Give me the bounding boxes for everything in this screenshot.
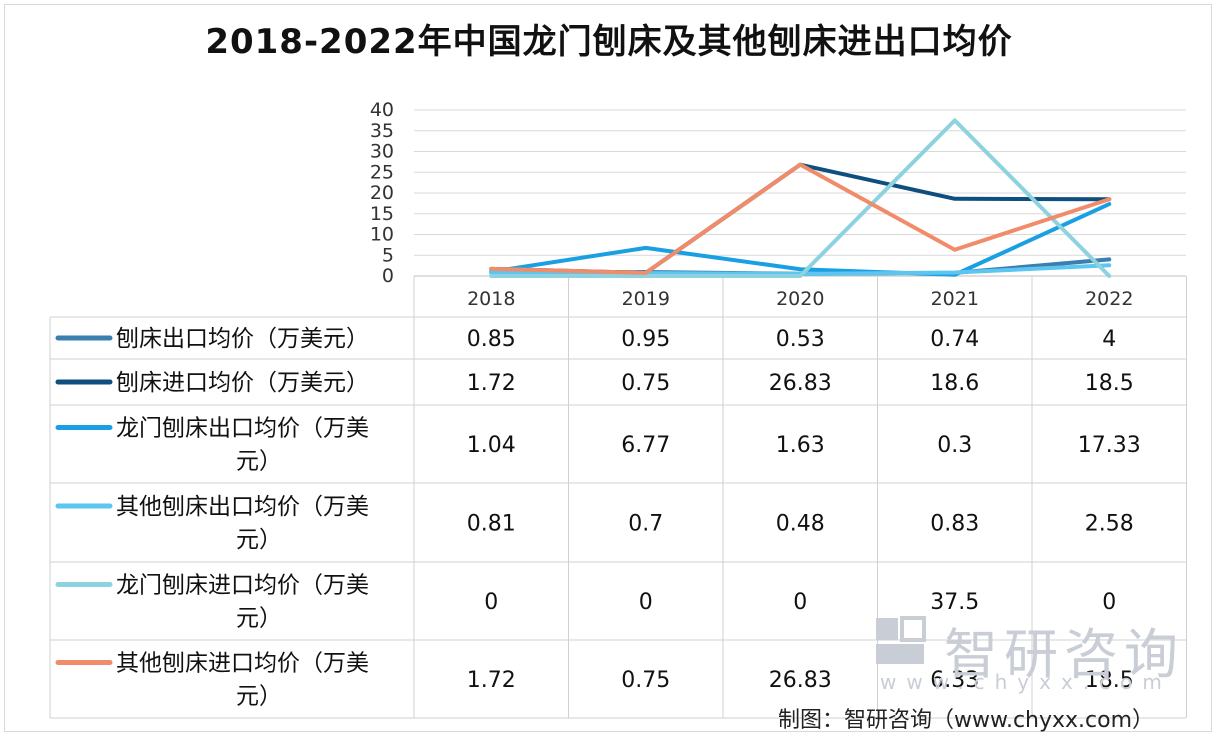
series-point [489,274,493,278]
data-label: 0.3 [937,433,972,458]
y-tick-label: 40 [370,99,394,121]
data-label: 26.83 [769,668,832,693]
data-label: 0 [484,590,498,615]
data-label: 0.81 [467,512,516,537]
data-label: 0 [793,590,807,615]
gridlines [414,109,1186,277]
series-label: 元） [236,527,282,553]
series-point [644,246,648,250]
data-label: 0.7 [628,512,663,537]
series-label: 龙门刨床出口均价（万美 [116,416,369,442]
y-tick-label: 15 [370,203,394,225]
series-point [953,118,957,122]
data-label: 1.72 [467,371,516,396]
series-point [798,274,802,278]
y-tick-label: 20 [370,182,394,204]
y-tick-label: 30 [370,141,394,163]
series-point [1107,197,1111,201]
series-line [489,202,1112,277]
x-category-label: 2020 [776,288,824,310]
series-point [489,267,493,271]
data-label: 0 [639,590,653,615]
data-label: 17.33 [1078,433,1141,458]
series-label: 元） [236,684,282,710]
data-label: 2.58 [1085,512,1134,537]
data-label: 1.63 [776,433,825,458]
series-label: 其他刨床出口均价（万美 [116,494,369,520]
series-label: 元） [236,606,282,632]
series-point [953,271,957,275]
source-note: 制图：智研咨询（www.chyxx.com） [778,708,1155,733]
y-tick-label: 10 [370,224,394,246]
series-point [798,163,802,167]
data-label: 0 [1102,590,1116,615]
x-category-label: 2019 [622,288,670,310]
series-point [644,271,648,275]
data-label: 0.75 [621,668,670,693]
series-lines [489,118,1112,278]
data-label: 1.72 [467,668,516,693]
data-label: 6.77 [621,433,670,458]
data-label: 0.85 [467,327,516,352]
watermark-brand: 智研咨询 [944,623,1184,686]
series-point [953,248,957,252]
x-category-label: 2018 [467,288,515,310]
data-label: 0.95 [621,327,670,352]
data-label: 0.83 [930,512,979,537]
x-category-label: 2022 [1085,288,1133,310]
data-label: 1.04 [467,433,516,458]
series-label: 其他刨床进口均价（万美 [116,651,369,677]
data-label: 0.74 [930,327,979,352]
data-label: 26.83 [769,371,832,396]
series-label: 刨床进口均价（万美元） [116,370,369,396]
series-point [953,197,957,201]
chart-frame [4,4,1212,732]
data-label: 18.5 [1085,371,1134,396]
brand-logo-icon [876,616,926,664]
data-label: 0.48 [776,512,825,537]
data-label: 6.33 [930,668,979,693]
watermark-url: www.chyxx.com [880,670,1172,694]
x-category-label: 2021 [931,288,979,310]
series-label: 龙门刨床进口均价（万美 [116,573,369,599]
series-label: 刨床出口均价（万美元） [116,326,369,352]
y-tick-label: 35 [370,120,394,142]
series-label: 元） [236,449,282,475]
y-tick-label: 5 [382,244,394,266]
series-point [1107,263,1111,267]
series-point [489,271,493,275]
y-tick-label: 0 [382,265,394,287]
series-point [798,267,802,271]
series-point [1107,202,1111,206]
series-point [1107,274,1111,278]
data-label: 37.5 [930,590,979,615]
data-label: 0.75 [621,371,670,396]
y-tick-label: 25 [370,161,394,183]
series-point [644,274,648,278]
data-label: 18.6 [930,371,979,396]
data-label: 4 [1102,327,1116,352]
series-point [1107,257,1111,261]
chart-title: 2018-2022年中国龙门刨床及其他刨床进出口均价 [205,22,1013,62]
data-label: 18.5 [1085,668,1134,693]
data-label: 0.53 [776,327,825,352]
